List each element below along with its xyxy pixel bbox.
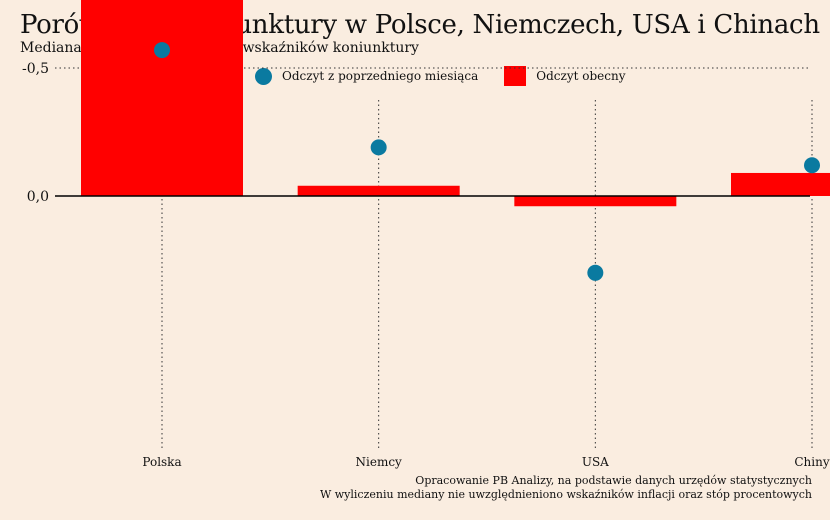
- x-tick-label: Niemcy: [356, 455, 403, 469]
- chart-caption: Opracowanie PB Analizy, na podstawie dan…: [320, 474, 812, 502]
- bar: [297, 185, 460, 196]
- y-tick-label: -0,5: [22, 61, 49, 77]
- legend-marker-previous: [255, 67, 272, 85]
- legend-item-previous: Odczyt z poprzedniego miesiąca: [255, 67, 479, 85]
- legend-label-previous: Odczyt z poprzedniego miesiąca: [282, 69, 479, 83]
- caption-source: Opracowanie PB Analizy, na podstawie dan…: [415, 474, 812, 487]
- point: [804, 157, 820, 174]
- x-tick-label: USA: [582, 455, 609, 469]
- point: [154, 42, 170, 59]
- bar: [514, 196, 677, 207]
- bar: [731, 172, 830, 196]
- point: [587, 264, 604, 281]
- caption-note: W wyliczeniu mediany nie uwzględnieniono…: [319, 488, 812, 501]
- legend: Odczyt z poprzedniego miesiąca Odczyt ob…: [255, 66, 652, 86]
- legend-item-current: Odczyt obecny: [504, 66, 626, 86]
- y-tick-label: 0,0: [27, 189, 49, 205]
- bar: [81, 0, 243, 196]
- legend-marker-current: [504, 66, 527, 86]
- point: [370, 139, 387, 156]
- legend-label-current: Odczyt obecny: [536, 69, 626, 83]
- x-tick-label: Polska: [142, 455, 181, 469]
- x-tick-label: Chiny: [794, 455, 829, 469]
